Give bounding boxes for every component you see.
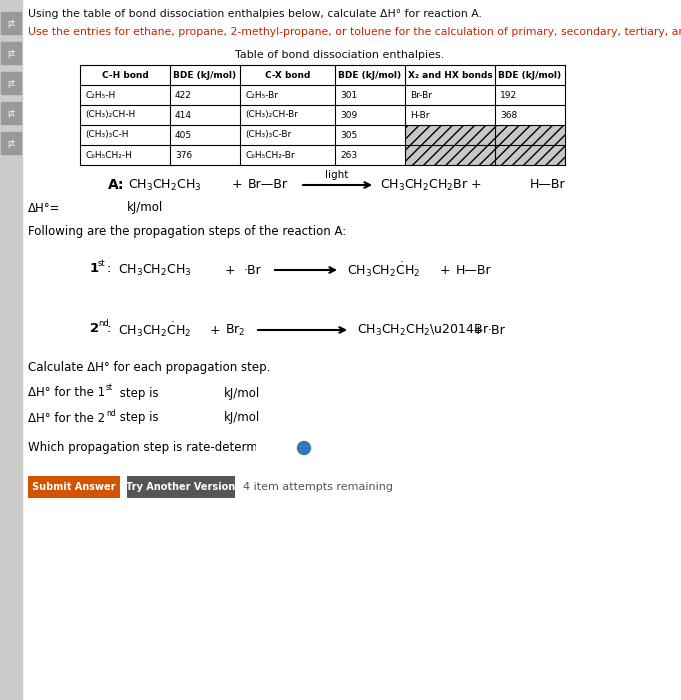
Text: CH$_3$CH$_2$CH$_3$: CH$_3$CH$_2$CH$_3$ [128,178,202,193]
Text: +: + [225,263,236,276]
Bar [495,145,565,165]
Text: BDE (kJ/mol): BDE (kJ/mol) [498,71,562,80]
Text: H—Br: H—Br [456,263,492,276]
Bar [1,12,21,34]
Text: Table of bond dissociation enthalpies.: Table of bond dissociation enthalpies. [236,50,445,60]
Text: 376: 376 [175,150,192,160]
Text: (CH₃)₂CH-Br: (CH₃)₂CH-Br [245,111,298,120]
Text: Br—Br: Br—Br [248,178,288,192]
Text: 263: 263 [340,150,357,160]
Text: 2: 2 [90,323,99,335]
Bar [158,410,220,426]
Text: 305: 305 [340,130,358,139]
Text: Using the table of bond dissociation enthalpies below, calculate ΔH° for reactio: Using the table of bond dissociation ent… [28,9,482,19]
Text: kJ/mol: kJ/mol [224,412,260,424]
Text: step is: step is [116,412,159,424]
Text: pt: pt [7,78,15,88]
Bar [256,439,308,456]
Bar [405,145,495,165]
Bar [1,102,21,124]
Text: CH$_3$CH$_2$CH$_2$\u2014Br: CH$_3$CH$_2$CH$_2$\u2014Br [357,323,489,337]
Text: (CH₃)₃C-H: (CH₃)₃C-H [85,130,129,139]
Text: H-Br: H-Br [410,111,430,120]
Text: pt: pt [7,139,15,148]
Text: pt: pt [7,48,15,57]
Bar [58,200,123,216]
Bar [158,385,220,401]
Text: (CH₃)₃C-Br: (CH₃)₃C-Br [245,130,291,139]
Text: 192: 192 [500,90,517,99]
Bar [127,476,235,498]
Text: 368: 368 [500,111,518,120]
Text: kJ/mol: kJ/mol [127,202,163,214]
Text: st: st [98,260,106,269]
Text: A:: A: [108,178,125,192]
Text: Calculate ΔH° for each propagation step.: Calculate ΔH° for each propagation step. [28,361,270,374]
Text: C₂H₅-H: C₂H₅-H [85,90,115,99]
Text: Which propagation step is rate-determining?: Which propagation step is rate-determini… [28,442,294,454]
Text: 405: 405 [175,130,192,139]
Bar [0,0,22,700]
Text: Try Another Version: Try Another Version [127,482,236,492]
Text: Use the entries for ethane, propane, 2-methyl-propane, or toluene for the calcul: Use the entries for ethane, propane, 2-m… [28,27,681,37]
Bar [80,65,565,165]
Text: kJ/mol: kJ/mol [224,386,260,400]
Text: :: : [107,262,112,276]
Text: ·Br: ·Br [244,263,262,276]
Text: +: + [473,323,484,337]
Text: st: st [106,384,113,393]
Text: H—Br: H—Br [530,178,566,192]
Text: 309: 309 [340,111,358,120]
Text: Br-Br: Br-Br [410,90,432,99]
Text: C₂H₅-Br: C₂H₅-Br [245,90,278,99]
Text: nd: nd [98,319,109,328]
Text: 1: 1 [90,262,99,276]
Text: CH$_3$CH$_2\dot{\rm C}$H$_2$: CH$_3$CH$_2\dot{\rm C}$H$_2$ [347,260,420,279]
Bar [1,72,21,94]
Text: 301: 301 [340,90,358,99]
Text: CH$_3$CH$_2$CH$_3$: CH$_3$CH$_2$CH$_3$ [118,262,191,277]
Text: ·Br: ·Br [488,323,506,337]
Text: (CH₃)₂CH-H: (CH₃)₂CH-H [85,111,136,120]
Bar [1,42,21,64]
Circle shape [298,442,311,454]
Text: light: light [326,170,349,180]
Text: pt: pt [7,18,15,27]
Text: Following are the propagation steps of the reaction A:: Following are the propagation steps of t… [28,225,346,239]
Text: ΔH° for the 1: ΔH° for the 1 [28,386,105,400]
Text: Br$_2$: Br$_2$ [225,323,245,337]
Text: nd: nd [106,409,116,417]
Text: 422: 422 [175,90,192,99]
Text: +: + [232,178,242,192]
Bar [1,132,21,154]
Text: 414: 414 [175,111,192,120]
Text: C₆H₅CH₂-H: C₆H₅CH₂-H [85,150,132,160]
Text: Submit Answer: Submit Answer [32,482,116,492]
Text: pt: pt [7,108,15,118]
Text: step is: step is [116,386,159,400]
Text: ΔH°=: ΔH°= [28,202,61,214]
Text: BDE (kJ/mol): BDE (kJ/mol) [174,71,236,80]
Bar [495,125,565,145]
Text: 4 item attempts remaining: 4 item attempts remaining [243,482,393,492]
Text: +: + [210,323,221,337]
Text: C₆H₅CH₂-Br: C₆H₅CH₂-Br [245,150,295,160]
Text: :: : [107,323,112,335]
Text: C-H bond: C-H bond [101,71,148,80]
Text: C-X bond: C-X bond [265,71,310,80]
Bar [405,125,495,145]
Text: +: + [440,263,451,276]
Bar [28,476,120,498]
Text: X₂ and HX bonds: X₂ and HX bonds [408,71,492,80]
Text: BDE (kJ/mol): BDE (kJ/mol) [338,71,402,80]
Text: ΔH° for the 2: ΔH° for the 2 [28,412,105,424]
Text: CH$_3$CH$_2\dot{\rm C}$H$_2$: CH$_3$CH$_2\dot{\rm C}$H$_2$ [118,321,191,340]
Text: CH$_3$CH$_2$CH$_2$Br +: CH$_3$CH$_2$CH$_2$Br + [380,178,481,193]
